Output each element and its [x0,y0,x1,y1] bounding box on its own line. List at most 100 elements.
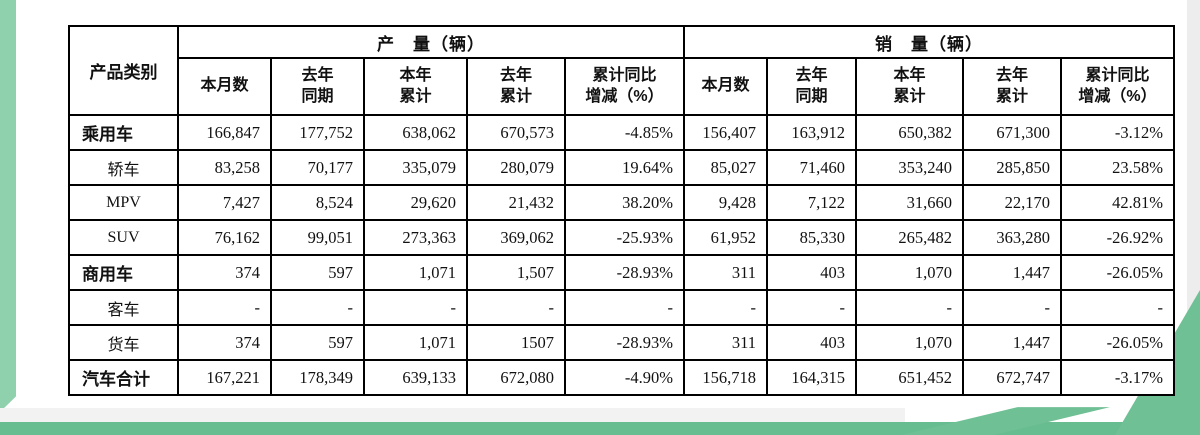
table-cell: 374 [177,254,272,291]
table-row: 货车 374 597 1,071 1507 -28.93% 311 403 1,070 1,44… [68,324,1175,361]
table-cell: - [363,289,468,326]
col-header-prod-last-year-ytd: 去年 累计 [466,57,566,116]
col-header-prod-ytd: 本年 累计 [363,57,468,116]
table-cell: 31,660 [855,184,964,221]
sub-header-row: 本月数 去年 同期 本年 累计 去年 累计 累计同比 增减（%） 本月数 去年 … [69,57,1175,116]
col-header-sales-yoy-change: 累计同比 增减（%） [1060,57,1175,116]
col-header-prod-last-year-same-period: 去年 同期 [270,57,365,116]
bottom-green-band [0,422,1200,435]
vehicle-stats-table: 产品类别 产 量（辆） 销 量（辆） 本月数 去年 同期 本年 累计 去年 累计… [68,25,1175,396]
table-cell: 374 [177,324,272,361]
table-cell: 671,300 [962,114,1062,151]
table-cell: 61,952 [683,219,768,256]
table-cell: 311 [683,324,768,361]
table-cell: - [564,289,685,326]
table-cell: - [270,289,365,326]
table-cell: 265,482 [855,219,964,256]
row-label: MPV [68,184,179,221]
table-cell: - [962,289,1062,326]
table-cell: 638,062 [363,114,468,151]
bottom-gray-band [0,408,905,423]
row-label: 轿车 [68,149,179,186]
table-cell: -26.05% [1060,324,1175,361]
table-row: MPV 7,427 8,524 29,620 21,432 38.20% 9,428 7,1… [68,184,1175,221]
table-cell: 403 [766,254,857,291]
table-cell: - [177,289,272,326]
table-cell: 42.81% [1060,184,1175,221]
table-cell: 166,847 [177,114,272,151]
table-cell: -25.93% [564,219,685,256]
table-cell: 163,912 [766,114,857,151]
table-cell: 285,850 [962,149,1062,186]
table-cell: 85,330 [766,219,857,256]
table-cell: 7,122 [766,184,857,221]
table-cell: -26.92% [1060,219,1175,256]
table-cell: 353,240 [855,149,964,186]
table-cell: 311 [683,254,768,291]
table-cell: 597 [270,324,365,361]
table-row: 客车 ---------- [68,289,1175,326]
table-cell: 19.64% [564,149,685,186]
table-cell: 273,363 [363,219,468,256]
table-cell: 363,280 [962,219,1062,256]
table-cell: -3.17% [1060,359,1175,396]
table-cell: 83,258 [177,149,272,186]
row-label: SUV [68,219,179,256]
table-cell: 672,080 [466,359,566,396]
table-row: 商用车 374 597 1,071 1,507 -28.93% 311 403 1,070 1,… [68,254,1175,291]
table-row: SUV 76,162 99,051 273,363 369,062 -25.93% 61,… [68,219,1175,256]
col-header-sales-ytd: 本年 累计 [855,57,964,116]
row-label: 商用车 [68,254,179,291]
row-label: 乘用车 [68,114,179,151]
table-cell: 369,062 [466,219,566,256]
table-cell: - [855,289,964,326]
col-header-prod-yoy-change: 累计同比 增减（%） [564,57,685,116]
table-row: 乘用车 166,847 177,752 638,062 670,573 -4.85% 15… [68,114,1175,151]
table-cell: -26.05% [1060,254,1175,291]
group-header-sales: 销 量（辆） [683,25,1175,59]
table-cell: - [683,289,768,326]
table-cell: 9,428 [683,184,768,221]
table-cell: 1,507 [466,254,566,291]
table-cell: 1,071 [363,254,468,291]
table-cell: 1,070 [855,324,964,361]
table-cell: 1507 [466,324,566,361]
table-cell: 156,718 [683,359,768,396]
row-label: 客车 [68,289,179,326]
table-cell: - [466,289,566,326]
table-cell: 76,162 [177,219,272,256]
table-cell: 403 [766,324,857,361]
table-cell: 1,447 [962,254,1062,291]
group-header-production: 产 量（辆） [177,25,685,59]
table-cell: 672,747 [962,359,1062,396]
table-cell: 22,170 [962,184,1062,221]
table-cell: 167,221 [177,359,272,396]
table-cell: 1,447 [962,324,1062,361]
table-cell: 29,620 [363,184,468,221]
table-cell: -4.85% [564,114,685,151]
table-cell: 1,071 [363,324,468,361]
table-row: 汽车合计 167,221 178,349 639,133 672,080 -4.90% 1… [68,359,1175,396]
table-cell: 280,079 [466,149,566,186]
table-cell: 177,752 [270,114,365,151]
row-label: 汽车合计 [68,359,179,396]
table-cell: -4.90% [564,359,685,396]
col-header-sales-last-year-same-period: 去年 同期 [766,57,857,116]
left-green-strip [0,0,16,412]
table-cell: 156,407 [683,114,768,151]
table-cell: 85,027 [683,149,768,186]
table-body: 乘用车 166,847 177,752 638,062 670,573 -4.85% 15… [68,114,1175,396]
column-header-product-category: 产品类别 [68,25,179,116]
table-cell: 71,460 [766,149,857,186]
table-cell: 597 [270,254,365,291]
table-cell: 639,133 [363,359,468,396]
table-cell: 178,349 [270,359,365,396]
table-cell: 8,524 [270,184,365,221]
table-cell: 99,051 [270,219,365,256]
col-header-sales-current-month: 本月数 [683,57,768,116]
table-cell: 21,432 [466,184,566,221]
table-cell: 23.58% [1060,149,1175,186]
table-cell: - [766,289,857,326]
table-row: 轿车 83,258 70,177 335,079 280,079 19.64% 85,02… [68,149,1175,186]
table-cell: - [1060,289,1175,326]
